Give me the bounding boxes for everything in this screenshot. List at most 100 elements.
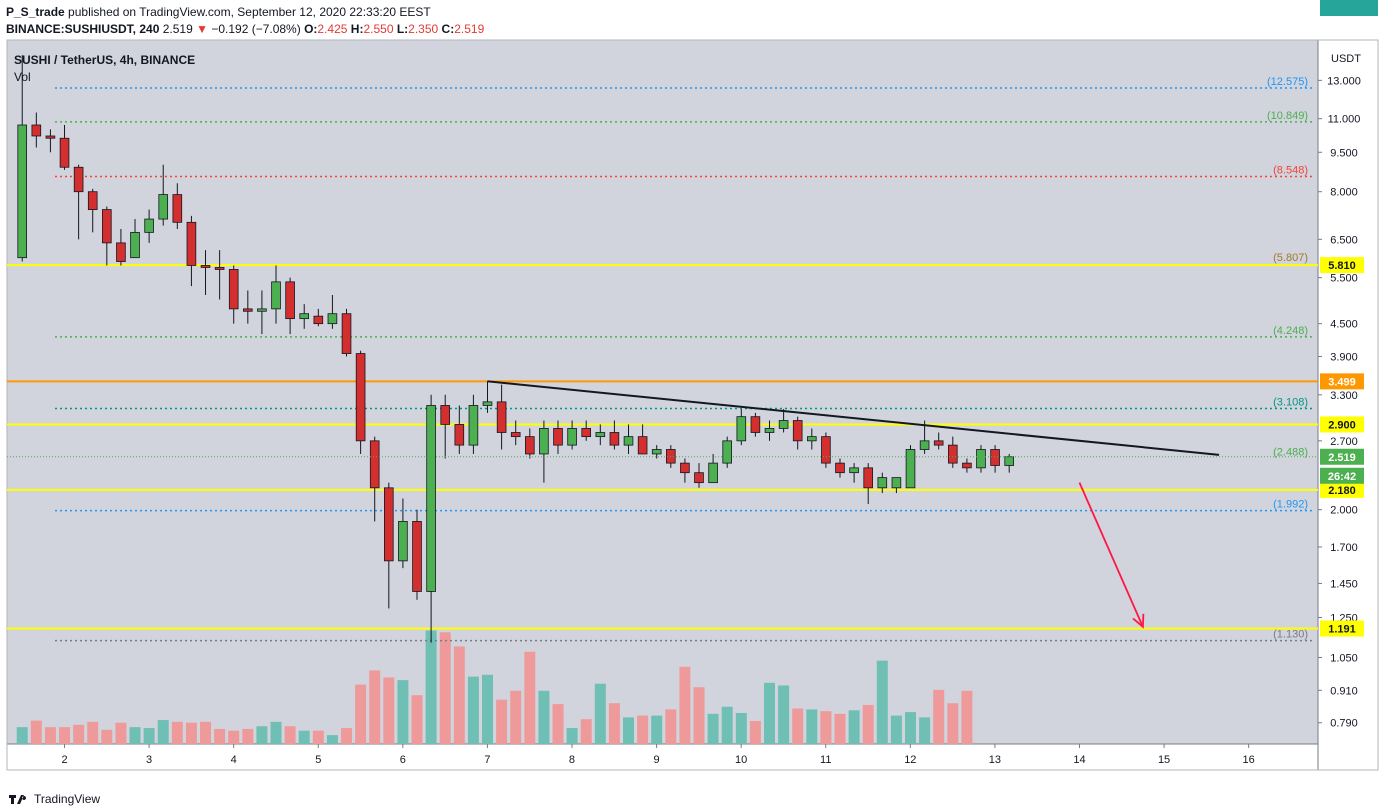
volume-bar (256, 726, 268, 744)
candle-body (609, 432, 620, 446)
price-tick-label: 1.050 (1330, 652, 1358, 664)
volume-bar (693, 687, 705, 744)
candle-body (31, 124, 42, 137)
volume-bar (312, 730, 324, 744)
candle-body (990, 449, 1000, 466)
volume-bar (341, 728, 353, 744)
candle-body (243, 308, 253, 312)
open-label: O: (304, 22, 318, 36)
volume-bar (905, 712, 916, 744)
volume-bar (862, 704, 874, 744)
price-tick-label: 3.900 (1330, 351, 1358, 363)
last-price-tag (1320, 448, 1364, 465)
volume-bar (115, 722, 127, 744)
candle-body (355, 353, 366, 442)
price-chart[interactable]: SUSHI / TetherUS, 4h, BINANCEVolUSDT13.0… (0, 0, 1380, 790)
volume-bar (411, 695, 423, 744)
candle-body (426, 405, 436, 592)
candle-body (680, 462, 690, 474)
candle-body (750, 416, 761, 433)
candle-body (962, 462, 972, 469)
volume-bar (298, 730, 310, 744)
last-price-header: 2.519 (162, 22, 193, 36)
volume-bar (73, 724, 85, 744)
footer: TradingView (8, 792, 100, 806)
volume-bar (890, 715, 902, 744)
candle-body (172, 194, 183, 223)
time-tick-label: 4 (231, 754, 237, 766)
tradingview-logo-icon (8, 792, 30, 806)
price-tick-label: 11.000 (1328, 114, 1361, 126)
candle-body (722, 440, 733, 464)
chart-header: P_S_trade published on TradingView.com, … (6, 4, 484, 38)
brand-name[interactable]: TradingView (34, 792, 101, 806)
candle-body (482, 401, 493, 406)
volume-bar (524, 651, 536, 744)
volume-bar (961, 690, 973, 744)
candle-body (835, 462, 845, 474)
plot-background (7, 40, 1318, 744)
time-tick-label: 14 (1073, 754, 1085, 766)
arrow-head-icon (1132, 613, 1145, 629)
countdown-tag (1320, 467, 1364, 484)
candle-body (384, 487, 394, 562)
volume-bar (453, 646, 465, 744)
change-value: −0.192 (−7.08%) (211, 22, 301, 36)
candle-body (1004, 456, 1014, 466)
volume-bar (284, 726, 296, 744)
open-value: 2.425 (317, 22, 348, 36)
volume-bar (792, 708, 804, 744)
price-tick-label: 5.500 (1330, 273, 1358, 285)
low-value: 2.350 (408, 22, 439, 36)
time-tick-label: 13 (989, 754, 1001, 766)
candle-body (369, 440, 380, 489)
price-tag-label: 5.810 (1328, 260, 1356, 272)
volume-bar (242, 728, 254, 744)
time-tick-label: 7 (484, 754, 490, 766)
volume-bar (228, 730, 240, 744)
candle-body (144, 218, 154, 233)
volume-bar (143, 728, 155, 744)
price-tag (1320, 620, 1364, 637)
low-label: L: (396, 22, 409, 36)
candle-body (102, 209, 112, 244)
time-tick-label: 3 (146, 754, 152, 766)
close-value: 2.519 (454, 22, 485, 36)
price-tag (1320, 373, 1364, 390)
fib-level-label: (3.108) (1273, 397, 1308, 409)
candle-body (59, 137, 70, 168)
volume-bar (30, 720, 42, 744)
publish-info: published on TradingView.com, September … (68, 5, 431, 19)
candle-body (257, 308, 267, 312)
price-tick-label: 2.700 (1330, 436, 1358, 448)
time-tick-label: 10 (735, 754, 747, 766)
price-tick-label: 1.700 (1330, 542, 1358, 554)
time-tick-label: 2 (61, 754, 67, 766)
candle-body (849, 467, 859, 474)
price-tag (1320, 481, 1364, 498)
volume-bar (200, 721, 212, 744)
volume-bar (947, 703, 959, 744)
volume-bar (171, 721, 183, 744)
currency-label: USDT (1331, 53, 1361, 65)
volume-bar (806, 709, 818, 744)
volume-tag (1320, 0, 1378, 16)
candle-body (567, 428, 577, 446)
price-tag-label: 3.499 (1328, 376, 1356, 388)
price-tag (1320, 416, 1364, 433)
price-tick-label: 1.450 (1330, 578, 1358, 590)
price-tick-label: 3.300 (1330, 390, 1358, 402)
volume-bar (580, 719, 592, 744)
price-tick-label: 6.500 (1330, 234, 1358, 246)
price-tick-label: 13.000 (1327, 75, 1361, 87)
volume-bar (933, 689, 945, 744)
fib-level-label: (2.488) (1273, 447, 1308, 459)
fib-level-label: (1.992) (1273, 499, 1308, 511)
candle-body (525, 436, 535, 455)
author-name[interactable]: P_S_trade (6, 5, 65, 19)
volume-bar (326, 735, 338, 744)
candle-body (200, 265, 211, 268)
time-tick-label: 16 (1243, 754, 1255, 766)
time-axis-background (7, 744, 1318, 770)
candle-body (637, 436, 648, 455)
